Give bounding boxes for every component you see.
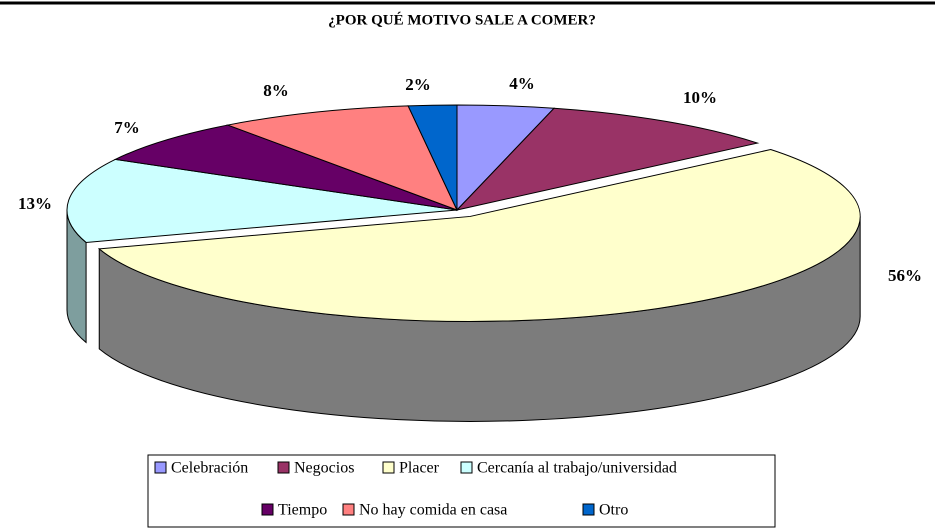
slice: [97, 148, 861, 322]
slices: [66, 104, 861, 322]
legend-swatch: [154, 461, 167, 474]
legend-swatch: [582, 503, 595, 516]
slice: [455, 107, 760, 211]
legend-label: Placer: [399, 460, 440, 477]
legend-label: Tiempo: [278, 502, 327, 519]
legend-label: Otro: [599, 502, 628, 519]
legend-label: Cercanía al trabajo/universidad: [477, 460, 677, 477]
legend-swatch: [342, 503, 355, 516]
slice: [407, 104, 458, 211]
data-label: 56%: [888, 266, 922, 285]
data-label: 13%: [18, 194, 52, 213]
legend-swatch: [460, 461, 473, 474]
legend-swatch: [261, 503, 274, 516]
data-label: 10%: [683, 88, 717, 107]
legend-label: Celebración: [171, 460, 248, 477]
data-label: 8%: [263, 81, 289, 100]
slice: [225, 105, 458, 211]
legend-swatch: [277, 461, 290, 474]
slice: [113, 124, 458, 211]
legend-swatch: [382, 461, 395, 474]
data-label: 2%: [405, 75, 431, 94]
data-label: 4%: [509, 74, 535, 93]
legend-label: No hay comida en casa: [359, 502, 507, 519]
data-label: 7%: [114, 118, 140, 137]
chart-title: ¿POR QUÉ MOTIVO SALE A COMER?: [328, 11, 596, 28]
legend-label: Negocios: [294, 460, 354, 477]
slice: [66, 158, 458, 243]
